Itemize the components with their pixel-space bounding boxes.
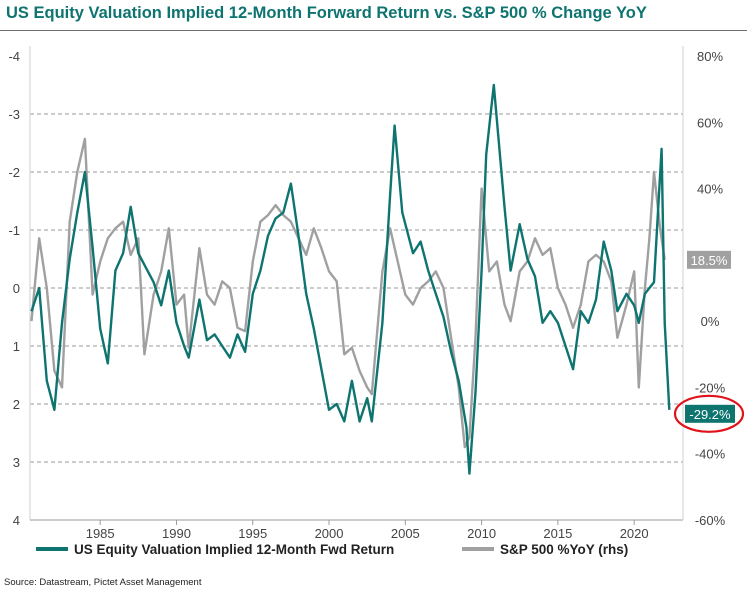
title-divider	[0, 30, 747, 31]
left-tick-label: 2	[13, 397, 20, 412]
left-axis-ticks: -4 -3 -2 -1 0 1 2 3 4	[8, 49, 20, 528]
gridlines	[30, 113, 683, 463]
left-tick-label: -3	[8, 107, 20, 122]
legend-label: S&P 500 %YoY (rhs)	[500, 542, 628, 557]
right-tick-label: -60%	[695, 513, 726, 528]
valuation-end-label: -29.2%	[689, 407, 731, 422]
left-tick-label: 4	[13, 513, 20, 528]
source-note: Source: Datastream, Pictet Asset Managem…	[4, 577, 202, 588]
right-tick-label: 0%	[701, 314, 720, 329]
x-tick-label: 2000	[315, 526, 344, 541]
x-tick-label: 2005	[391, 526, 420, 541]
x-tick-label: 1990	[162, 526, 191, 541]
sp500-end-label-box	[687, 250, 731, 269]
right-tick-label: 40%	[697, 182, 723, 197]
valuation-end-label-box	[685, 404, 735, 423]
right-tick-label: 80%	[697, 49, 723, 64]
left-tick-label: -4	[8, 49, 20, 64]
series-layer	[30, 83, 671, 475]
left-tick-label: 3	[13, 455, 20, 470]
legend-label: US Equity Valuation Implied 12-Month Fwd…	[74, 542, 394, 557]
end-labels: 18.5% -29.2%	[673, 250, 745, 433]
sp500-end-label: 18.5%	[691, 253, 728, 268]
right-axis-ticks: 80%60%40%20%0%-20%-40%-60%	[695, 49, 726, 528]
right-tick-label: -20%	[695, 380, 726, 395]
x-tick-label: 2010	[467, 526, 496, 541]
x-tick-label: 2015	[543, 526, 572, 541]
x-tick-label: 2020	[620, 526, 649, 541]
left-tick-label: -2	[8, 165, 20, 180]
chart-title: US Equity Valuation Implied 12-Month For…	[6, 4, 647, 22]
x-axis-ticks: 1985 1990 1995 2000 2005 2010 2015 2020	[86, 520, 649, 541]
x-tick-label: 1995	[238, 526, 267, 541]
plot-area	[29, 46, 684, 521]
right-tick-label: 60%	[697, 115, 723, 130]
legend: US Equity Valuation Implied 12-Month Fwd…	[36, 542, 628, 557]
x-tick-label: 1985	[86, 526, 115, 541]
left-tick-label: 1	[13, 339, 20, 354]
sp500-series-line	[30, 137, 666, 449]
valuation-series-line	[30, 83, 671, 475]
left-tick-label: -1	[8, 223, 20, 238]
highlight-circle	[673, 394, 745, 433]
left-tick-label: 0	[13, 281, 20, 296]
right-tick-label: -40%	[695, 447, 726, 462]
